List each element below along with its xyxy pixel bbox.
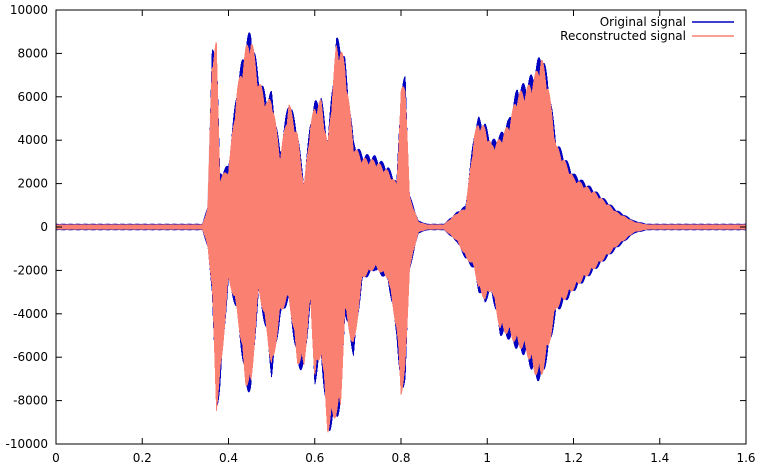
x-tick-label: 1.4 xyxy=(650,451,669,465)
legend: Original signal Reconstructed signal xyxy=(560,15,734,43)
series-layer xyxy=(55,32,747,433)
y-tick-label: -10000 xyxy=(5,437,48,451)
x-tick-label: 0.8 xyxy=(391,451,410,465)
series-reconstructed-signal xyxy=(55,42,747,433)
x-tick-label: 0.2 xyxy=(133,451,152,465)
y-tick-label: 8000 xyxy=(17,46,48,60)
y-tick-label: -4000 xyxy=(13,307,48,321)
x-tick-label: 0.4 xyxy=(219,451,238,465)
y-tick-label: -8000 xyxy=(13,394,48,408)
legend-label-original: Original signal xyxy=(600,15,686,29)
x-tick-label: 1 xyxy=(483,451,491,465)
y-tick-label: 4000 xyxy=(17,133,48,147)
y-tick-label: -6000 xyxy=(13,350,48,364)
y-tick-label: 2000 xyxy=(17,177,48,191)
y-tick-label: 0 xyxy=(40,220,48,234)
x-tick-label: 1.6 xyxy=(736,451,755,465)
x-tick-label: 0 xyxy=(52,451,60,465)
y-tick-label: 10000 xyxy=(10,3,48,17)
x-tick-label: 1.2 xyxy=(564,451,583,465)
y-tick-label: 6000 xyxy=(17,90,48,104)
ticks-layer: 0 0.2 0.4 0.6 0.8 1 1.2 1.4 1.6 -10000 -8000 -6000 -… xyxy=(5,3,755,465)
x-tick-label: 0.6 xyxy=(305,451,324,465)
y-tick-label: -2000 xyxy=(13,263,48,277)
legend-label-reconstructed: Reconstructed signal xyxy=(560,29,686,43)
